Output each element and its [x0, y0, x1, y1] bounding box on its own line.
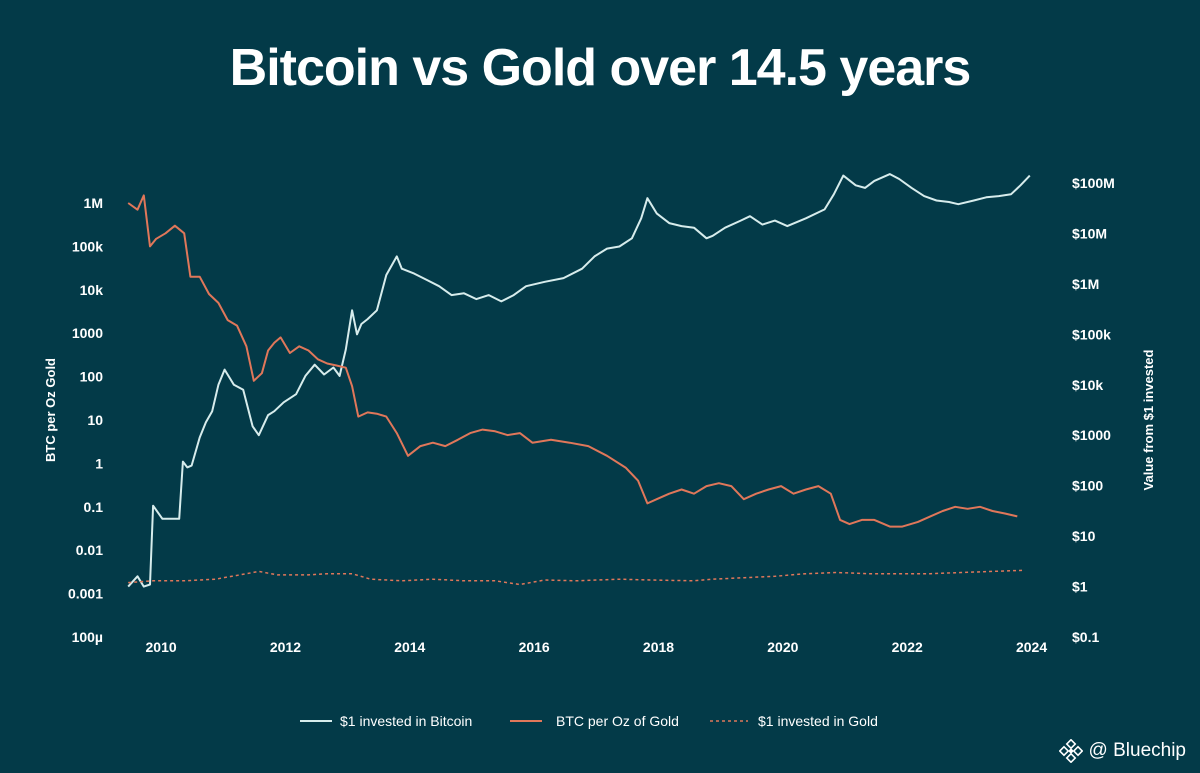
- watermark: @ Bluechip: [1058, 739, 1186, 763]
- legend-label-btc-gold: BTC per Oz of Gold: [556, 713, 679, 729]
- x-tick-label: 2014: [394, 639, 425, 655]
- left-axis-label: BTC per Oz Gold: [43, 358, 58, 462]
- x-tick-label: 2024: [1016, 639, 1047, 655]
- right-axis-label: Value from $1 invested: [1141, 350, 1156, 491]
- right-tick-label: $10M: [1072, 225, 1107, 241]
- left-tick-label: 1: [95, 455, 103, 471]
- left-tick-label: 0.1: [84, 499, 104, 515]
- x-tick-label: 2022: [892, 639, 923, 655]
- left-tick-label: 1M: [84, 195, 103, 211]
- left-tick-label: 100µ: [72, 629, 103, 645]
- legend-label-gold: $1 invested in Gold: [758, 713, 878, 729]
- x-tick-label: 2020: [767, 639, 798, 655]
- right-tick-label: $1: [1072, 579, 1088, 595]
- left-tick-label: 100: [80, 369, 104, 385]
- right-axis-ticks: $0.1 $1 $10 $100 $1000 $10k $100k $1M $10M $100M: [1072, 175, 1115, 645]
- x-tick-label: 2010: [146, 639, 177, 655]
- left-tick-label: 10: [87, 412, 103, 428]
- x-tick-label: 2012: [270, 639, 301, 655]
- series-line-btc-per-gold: [127, 194, 1018, 528]
- right-tick-label: $10k: [1072, 377, 1103, 393]
- right-tick-label: $10: [1072, 528, 1096, 544]
- left-tick-label: 0.001: [68, 586, 103, 602]
- right-tick-label: $0.1: [1072, 629, 1099, 645]
- x-axis-ticks: 2010 2012 2014 2016 2018 2020 2022 2024: [146, 639, 1048, 655]
- series-line-bitcoin: [127, 173, 1031, 588]
- series-line-gold: [128, 569, 1024, 586]
- left-tick-label: 100k: [72, 238, 103, 254]
- right-tick-label: $100k: [1072, 326, 1111, 342]
- x-tick-label: 2018: [643, 639, 674, 655]
- left-tick-label: 1000: [72, 325, 103, 341]
- legend: $1 invested in Bitcoin BTC per Oz of Gol…: [300, 713, 878, 729]
- chart-title: Bitcoin vs Gold over 14.5 years: [229, 39, 972, 97]
- binance-diamond-icon: [1058, 739, 1083, 763]
- left-axis-ticks: 100µ 0.001 0.01 0.1 1 10 100 1000 10k 100k 1M: [68, 195, 103, 645]
- left-tick-label: 10k: [80, 282, 104, 298]
- x-tick-label: 2016: [519, 639, 550, 655]
- right-tick-label: $100: [1072, 478, 1103, 494]
- right-tick-label: $1M: [1072, 276, 1099, 292]
- right-tick-label: $1000: [1072, 427, 1111, 443]
- series-layer: [127, 173, 1031, 588]
- left-tick-label: 0.01: [76, 542, 103, 558]
- legend-label-bitcoin: $1 invested in Bitcoin: [340, 713, 472, 729]
- watermark-text: @ Bluechip: [1088, 740, 1186, 761]
- right-tick-label: $100M: [1072, 175, 1115, 191]
